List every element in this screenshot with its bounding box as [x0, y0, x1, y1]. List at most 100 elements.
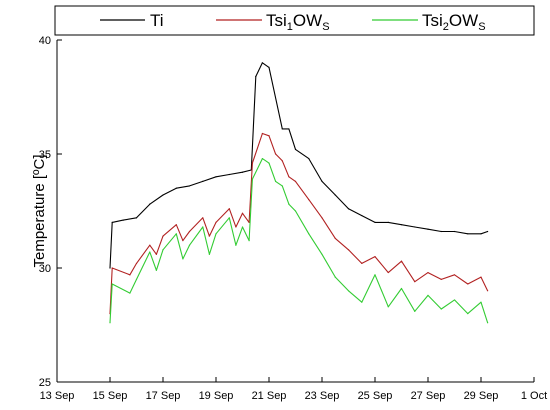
data-point-tsi1ows	[387, 271, 389, 274]
data-point-ti	[109, 267, 111, 269]
data-point-tsi2ows	[427, 294, 429, 296]
legend-label-tsi2ows: Tsi2OWS	[422, 11, 486, 33]
data-point-tsi1ows	[467, 283, 469, 285]
series-line-ti	[109, 62, 488, 269]
x-tick-label: 13 Sep	[40, 390, 75, 402]
data-point-ti	[294, 148, 297, 151]
data-point-tsi1ows	[175, 224, 177, 226]
legend: Ti Tsi1OWS Tsi2OWS	[54, 5, 535, 36]
data-point-tsi2ows	[294, 210, 297, 212]
data-point-ti	[308, 157, 310, 160]
data-point-tsi2ows	[400, 287, 403, 290]
x-tick-label: 15 Sep	[93, 390, 128, 402]
data-point-ti	[387, 221, 389, 223]
data-point-tsi1ows	[129, 274, 131, 276]
data-point-ti	[347, 208, 350, 210]
data-point-ti	[162, 194, 164, 196]
data-point-tsi2ows	[155, 269, 157, 271]
data-point-ti	[268, 66, 270, 68]
data-point-tsi1ows	[248, 221, 250, 223]
data-point-tsi1ows	[182, 240, 184, 242]
data-point-tsi1ows	[215, 221, 217, 223]
data-point-tsi2ows	[129, 292, 131, 294]
data-point-tsi1ows	[251, 162, 254, 164]
data-point-tsi2ows	[228, 217, 230, 219]
data-point-tsi1ows	[202, 217, 204, 219]
data-point-ti	[288, 128, 290, 130]
data-point-ti	[334, 194, 336, 196]
y-tick-label: 35	[39, 149, 51, 161]
data-point-tsi1ows	[261, 132, 263, 135]
data-point-tsi2ows	[175, 233, 177, 235]
data-point-tsi2ows	[387, 306, 389, 308]
data-point-tsi2ows	[281, 185, 283, 187]
data-point-ti	[228, 173, 230, 176]
data-point-ti	[215, 176, 217, 178]
data-point-tsi2ows	[321, 253, 323, 255]
data-point-tsi2ows	[288, 203, 290, 205]
data-point-tsi2ows	[487, 322, 489, 324]
data-point-ti	[427, 228, 429, 230]
series-line-tsi1ows	[109, 132, 489, 314]
data-point-tsi2ows	[248, 240, 250, 242]
data-point-ti	[487, 230, 489, 233]
data-point-tsi2ows	[275, 180, 277, 182]
data-point-tsi1ows	[308, 199, 310, 201]
data-point-tsi2ows	[202, 226, 204, 228]
y-axis-label: Temperature [ºC]	[31, 154, 48, 267]
data-point-tsi2ows	[440, 308, 442, 310]
legend-label-tsi1ows: Tsi1OWS	[266, 11, 330, 33]
data-point-tsi2ows	[308, 233, 310, 235]
data-point-tsi1ows	[480, 276, 482, 278]
data-point-tsi2ows	[467, 313, 469, 315]
data-point-tsi1ows	[111, 267, 113, 269]
data-point-tsi1ows	[281, 160, 283, 162]
legend-label-ti: Ti	[150, 11, 164, 30]
data-point-tsi2ows	[188, 244, 191, 246]
data-point-tsi2ows	[453, 299, 456, 301]
data-point-tsi1ows	[487, 290, 489, 292]
x-tick-label: 25 Sep	[358, 390, 393, 402]
data-point-ti	[467, 233, 469, 235]
data-point-tsi1ows	[453, 274, 456, 276]
x-tick-label: 29 Sep	[464, 390, 499, 402]
data-point-tsi1ows	[235, 226, 237, 228]
data-point-ti	[111, 221, 113, 223]
y-tick-label: 40	[39, 35, 51, 47]
data-point-tsi2ows	[182, 258, 184, 260]
data-point-tsi1ows	[374, 256, 376, 258]
y-tick-label: 30	[39, 263, 51, 275]
data-point-tsi2ows	[261, 157, 263, 160]
data-point-ti	[361, 214, 363, 217]
data-point-tsi1ows	[241, 212, 244, 214]
x-ticks: 13 Sep 15 Sep 17 Sep 19 Sep 21 Sep 23 Sep 25 S…	[40, 377, 547, 402]
data-point-tsi1ows	[440, 278, 442, 280]
data-point-tsi2ows	[480, 301, 482, 303]
data-point-tsi1ows	[268, 135, 270, 137]
data-point-tsi2ows	[414, 310, 416, 312]
data-point-tsi1ows	[228, 208, 230, 210]
data-point-tsi2ows	[251, 178, 254, 180]
data-point-ti	[480, 233, 482, 235]
data-point-tsi1ows	[135, 262, 138, 265]
data-point-ti	[281, 128, 283, 130]
data-point-tsi2ows	[268, 162, 270, 164]
data-point-tsi2ows	[162, 249, 164, 251]
data-point-tsi1ows	[288, 176, 290, 178]
series-line-tsi2ows	[109, 158, 489, 323]
data-point-ti	[202, 180, 204, 182]
data-point-ti	[122, 219, 124, 221]
data-point-ti	[188, 185, 191, 187]
data-point-tsi2ows	[109, 322, 111, 324]
data-point-tsi2ows	[235, 244, 237, 246]
data-point-tsi2ows	[334, 276, 336, 278]
data-point-tsi1ows	[361, 262, 363, 265]
data-point-ti	[241, 171, 244, 173]
data-point-ti	[440, 230, 442, 233]
data-point-ti	[261, 62, 263, 64]
data-point-tsi2ows	[374, 274, 376, 276]
data-point-ti	[453, 230, 456, 233]
data-point-tsi1ows	[149, 244, 151, 246]
